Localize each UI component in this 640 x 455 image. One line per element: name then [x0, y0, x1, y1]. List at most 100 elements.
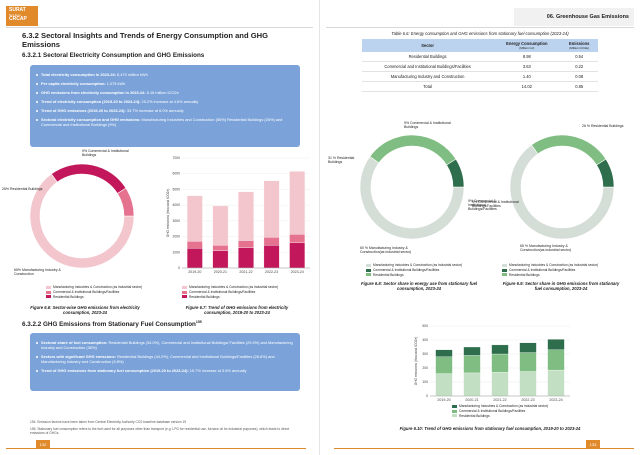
footer-rule: [6, 448, 306, 449]
x-tick-label: 2020-21: [214, 270, 227, 274]
legend-swatch: [182, 285, 187, 289]
highlight-item: Sectoral electricity consumption and GHG…: [36, 117, 294, 127]
legend-item: Residential Buildings: [46, 295, 142, 300]
table-cell: 8.98: [493, 52, 561, 62]
legend-swatch: [502, 263, 507, 267]
x-tick-label: 2022-23: [521, 398, 534, 402]
figure-6-9: [500, 125, 630, 265]
bar-segment: [435, 373, 453, 397]
donut-slice: [596, 158, 615, 188]
donut-slice: [446, 158, 465, 188]
legend-item: Residential Buildings: [182, 295, 278, 300]
legend-item: Manufacturing Industries & Construction …: [46, 285, 142, 290]
x-tick-label: 2020-21: [465, 398, 478, 402]
legend-label: Residential Buildings: [189, 294, 220, 299]
highlight-item: Sectoral share of fuel consumption: Resi…: [36, 340, 294, 350]
highlight-value: 6.16 million tCO2e: [145, 90, 179, 96]
legend-label: Residential Buildings: [53, 294, 84, 299]
highlight-key: Trend of GHG emissions (2019-20 to 2023-…: [41, 108, 126, 114]
table-header-sector: Sector: [362, 39, 494, 52]
donut-slice: [531, 134, 607, 166]
highlights-electricity: Total electricity consumption in 2023-24…: [30, 65, 300, 147]
legend-item: Residential Buildings: [502, 273, 598, 278]
bar-segment: [463, 346, 481, 356]
bar-segment: [263, 237, 280, 246]
legend-label: Manufacturing Industries & Construction …: [509, 263, 599, 267]
legend-label: Manufacturing Industries & Construction …: [459, 404, 549, 408]
header-rule-right: [326, 27, 634, 28]
legend-item: Commercial & Institutional Buildings/Fac…: [502, 268, 598, 273]
x-tick-label: 2021-22: [493, 398, 506, 402]
y-tick-label: 1000: [172, 250, 180, 254]
header-unit: (Million tCO2e): [569, 46, 590, 50]
legend-figure-6-6: Manufacturing Industries & Construction …: [46, 285, 142, 299]
bar-segment: [238, 247, 254, 269]
highlight-key: Total electricity consumption in 2023-24…: [41, 72, 116, 77]
donut-label-manufacturing: 65% Manufacturing Industry & Constructio…: [14, 268, 61, 277]
table-cell: 1.40: [493, 71, 561, 82]
figure-6-10: 0 100 200 300 400 500 GHG emissions (thousand …: [400, 322, 580, 406]
bar-segment: [463, 355, 481, 374]
y-tick-label: 300: [422, 352, 428, 356]
table-row: Commercial and Institutional Buildings/F…: [362, 61, 598, 72]
table-body: Residential Buildings 8.98 0.54 Commercial …: [362, 52, 598, 92]
y-tick-label: 2000: [172, 235, 180, 239]
donut-slice: [369, 134, 457, 166]
table-cell: Total: [362, 81, 494, 92]
highlight-value: 15.7% increase at 3.6% annually: [188, 368, 247, 374]
legend-swatch: [46, 285, 51, 289]
table-cell: 0.54: [560, 52, 598, 62]
x-tick-label: 2019-20: [188, 270, 201, 274]
legend-swatch: [182, 290, 187, 294]
logo-line-2: Net Zero: [9, 12, 21, 17]
highlight-item: Trend of GHG emissions (2019-20 to 2023-…: [36, 108, 294, 113]
table-cell: 0.85: [560, 81, 598, 92]
legend-figure-6-7: Manufacturing Industries & Construction …: [182, 285, 278, 299]
table-cell: 0.08: [560, 71, 598, 82]
legend-swatch: [366, 263, 371, 267]
highlight-item: Trend of GHG emissions from stationary f…: [36, 368, 294, 373]
caption-figure-6-8: Figure 6.8: Sector share in energy use f…: [360, 281, 478, 292]
bar-segment: [491, 372, 509, 397]
x-tick-label: 2021-22: [239, 270, 252, 274]
subsection-title-stationary-text: 6.3.2.2 GHG Emissions from Stationary Fu…: [22, 321, 196, 329]
table-row: Manufacturing Industry and Construction 1…: [362, 71, 598, 82]
legend-swatch: [452, 414, 457, 418]
donut1-label-manufacturing: 60 % Manufacturing Industry & Constructi…: [360, 246, 412, 255]
legend-swatch: [46, 295, 51, 299]
table-header-row: Sector Energy Consumption (Million GJ) Em…: [362, 39, 598, 52]
legend-swatch: [452, 409, 457, 413]
legend-item: Commercial & Institutional Buildings/Fac…: [452, 409, 548, 414]
legend-figure-6-9: Manufacturing Industries & Construction …: [502, 263, 598, 277]
legend-figure-6-8: Manufacturing Industries & Construction …: [366, 263, 462, 277]
donut-label-residential: 26% Residential Buildings: [2, 187, 43, 191]
subsection-title-stationary: 6.3.2.2 GHG Emissions from Stationary Fu…: [22, 320, 202, 328]
legend-swatch: [502, 268, 507, 272]
table-cell: 14.02: [493, 81, 561, 92]
figure-6-6: [14, 148, 154, 313]
page-number-right: 133: [586, 440, 600, 449]
donut-chart-emissions: [509, 134, 615, 240]
legend-swatch: [366, 268, 371, 272]
legend-figure-6-10: Manufacturing Industries & Construction …: [452, 404, 548, 418]
legend-label: Residential Buildings: [509, 272, 540, 277]
legend-item: Manufacturing Industries & Construction …: [366, 263, 462, 268]
legend-label: Commercial & Institutional Buildings/Fac…: [459, 408, 526, 413]
y-tick-label: 100: [422, 380, 428, 384]
legend-label: Manufacturing Industries & Construction …: [373, 263, 463, 267]
y-tick-label: 7000: [172, 156, 180, 160]
table-cell: Residential Buildings: [362, 52, 494, 62]
table-cell: Commercial and Institutional Buildings/F…: [362, 61, 494, 72]
y-axis-label: GHG emissions (thousand tCO2e): [414, 337, 418, 386]
legend-item: Manufacturing Industries & Construction …: [452, 404, 548, 409]
highlight-item: Sectors with significant GHG emissions: …: [36, 354, 294, 364]
donut1-label-commercial-facilities: 9% Commercial & Institutional Buildings/…: [468, 199, 497, 212]
highlight-value: 1,075 kWh: [105, 81, 126, 87]
y-tick-label: 5000: [172, 187, 180, 191]
legend-label: Commercial & Institutional Buildings/Fac…: [53, 289, 120, 294]
bar-segment: [519, 371, 537, 397]
highlight-key: Per capita electricity consumption:: [41, 81, 106, 87]
legend-item: Commercial & Institutional Buildings/Fac…: [366, 268, 462, 273]
header-label: Energy Consumption: [506, 41, 548, 46]
table-6-6: Sector Energy Consumption (Million GJ) Em…: [362, 39, 598, 92]
